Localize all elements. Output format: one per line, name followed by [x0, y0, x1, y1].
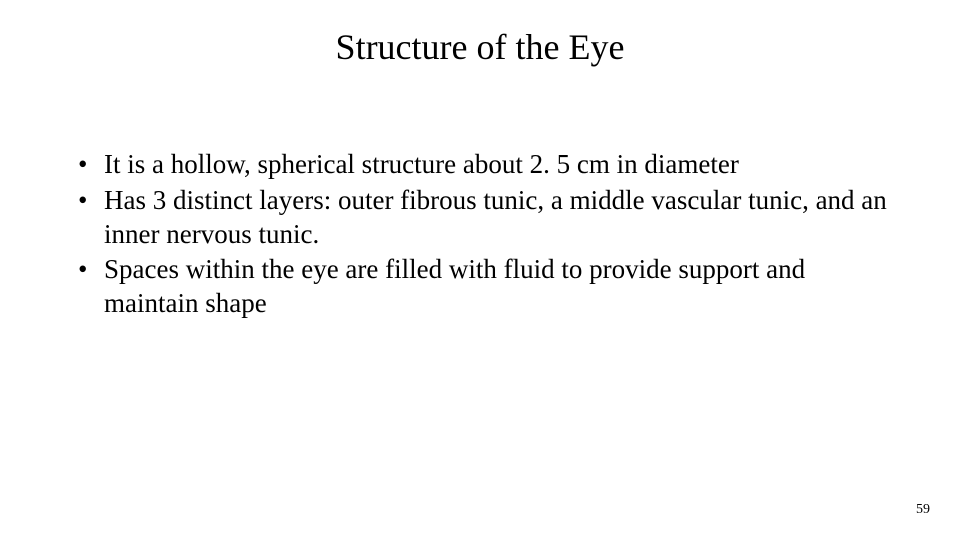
- slide-body: It is a hollow, spherical structure abou…: [72, 148, 888, 323]
- list-item: Spaces within the eye are filled with fl…: [72, 253, 888, 321]
- slide-title: Structure of the Eye: [0, 26, 960, 68]
- slide: Structure of the Eye It is a hollow, sph…: [0, 0, 960, 540]
- bullet-list: It is a hollow, spherical structure abou…: [72, 148, 888, 321]
- page-number: 59: [916, 502, 930, 518]
- list-item: It is a hollow, spherical structure abou…: [72, 148, 888, 182]
- list-item: Has 3 distinct layers: outer fibrous tun…: [72, 184, 888, 252]
